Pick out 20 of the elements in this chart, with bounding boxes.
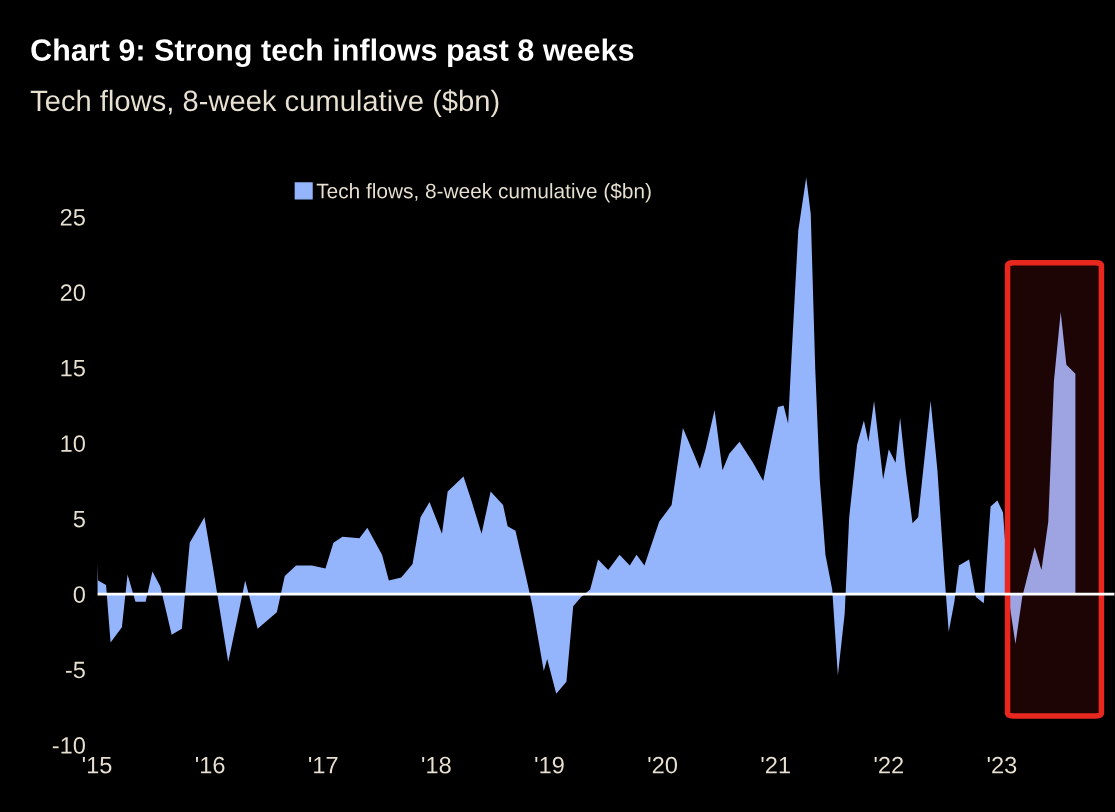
y-tick-label: -10: [52, 737, 85, 754]
x-tick-label: '18: [422, 756, 451, 774]
y-tick-label: 15: [61, 360, 85, 377]
y-tick-label: 25: [60, 208, 85, 226]
x-tick-label: '19: [535, 756, 564, 774]
legend-label: Tech flows, 8-week cumulative ($bn): [316, 182, 651, 203]
y-tick-label: 5: [73, 510, 85, 528]
y-tick-label: 10: [61, 435, 85, 452]
y-tick-label: -5: [65, 661, 85, 679]
x-tick-label: '23: [987, 756, 1017, 774]
x-tick-label: '16: [195, 756, 225, 774]
x-tick-label: '15: [82, 756, 112, 774]
y-tick-label: 0: [73, 586, 85, 603]
x-tick-label: '22: [874, 756, 903, 774]
chart-title: Chart 9: Strong tech inflows past 8 weeks: [31, 38, 634, 68]
x-tick-label: '21: [761, 756, 790, 774]
chart-subtitle: Tech flows, 8-week cumulative ($bn): [30, 89, 499, 117]
y-tick-label: 20: [60, 284, 85, 302]
x-tick-label: '20: [648, 756, 678, 774]
x-tick-label: '17: [309, 756, 338, 774]
